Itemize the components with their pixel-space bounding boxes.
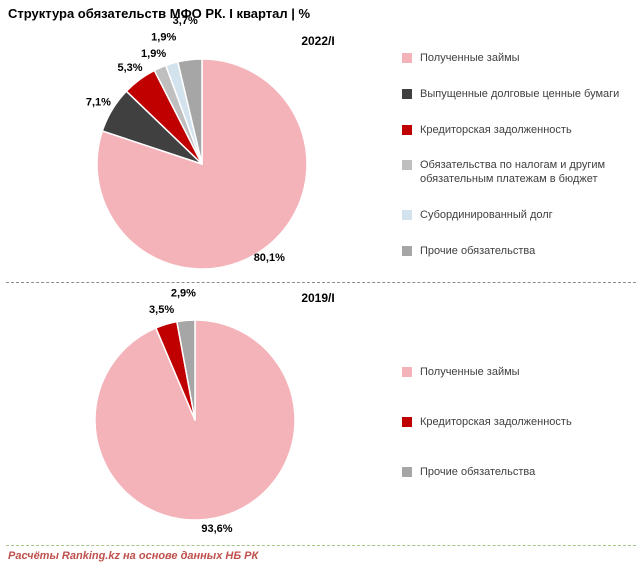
legend-swatch-icon [402,53,412,63]
chart-title: Структура обязательств МФО РК. I квартал… [8,6,311,21]
pie-slice-0 [96,58,308,270]
legend-label: Субординированный долг [420,208,553,221]
year-label-2022: 2022/I [301,34,335,48]
legend-swatch-icon [402,160,412,171]
legend-swatch-icon [402,367,412,377]
legend-2022: Полученные займы Выпущенные долговые ценн… [402,52,632,280]
legend-label: Прочие обязательства [420,465,536,478]
pie-chart-2019: 93,6% 3,5% 2,9% [94,288,296,535]
pie-value-label: 5,3% [117,62,142,74]
pie-value-label: 2,9% [171,288,196,300]
legend-label: Прочие обязательства [420,244,536,257]
legend-item: Выпущенные долговые ценные бумаги [402,88,632,102]
pie-value-label: 80,1% [254,252,285,264]
pie-slice-5 [177,58,203,165]
pie-slice-2 [176,319,196,421]
legend-item: Полученные займы [402,366,632,380]
legend-label: Кредиторская задолженность [420,123,572,136]
legend-label: Выпущенные долговые ценные бумаги [420,87,620,100]
legend-item: Обязательства по налогам и другим обязат… [402,159,632,187]
legend-label: Обязательства по налогам и другим обязат… [420,159,606,185]
legend-swatch-icon [402,209,412,220]
divider-dashed-middle [6,282,636,283]
divider-dashed-bottom [6,545,636,546]
source-note: Расчёты Ranking.kz на основе данных НБ Р… [8,550,259,562]
legend-item: Субординированный долг [402,209,632,223]
legend-item: Кредиторская задолженность [402,416,632,430]
pie-value-label: 1,9% [141,48,166,60]
legend-swatch-icon [402,245,412,256]
legend-swatch-icon [402,416,412,427]
legend-label: Полученные займы [420,366,520,378]
pie-value-label: 7,1% [86,96,111,108]
pie-value-label: 3,7% [173,15,198,27]
legend-swatch-icon [402,88,412,99]
pie-value-label: 93,6% [201,523,232,535]
legend-label: Кредиторская задолженность [420,415,572,428]
legend-item: Прочие обязательства [402,466,632,480]
legend-item: Полученные займы [402,52,632,66]
pie-value-label: 3,5% [149,304,174,316]
pie-value-label: 1,9% [151,32,176,44]
legend-2019: Полученные займы Кредиторская задолженнос… [402,366,632,515]
legend-swatch-icon [402,466,412,477]
legend-item: Прочие обязательства [402,245,632,259]
year-label-2019: 2019/I [301,291,335,305]
pie-chart-2022: 80,1% 7,1% 5,3% 1,9% 1,9% 3,7% [86,15,308,270]
legend-label: Полученные займы [420,52,520,64]
legend-swatch-icon [402,124,412,135]
legend-item: Кредиторская задолженность [402,124,632,138]
